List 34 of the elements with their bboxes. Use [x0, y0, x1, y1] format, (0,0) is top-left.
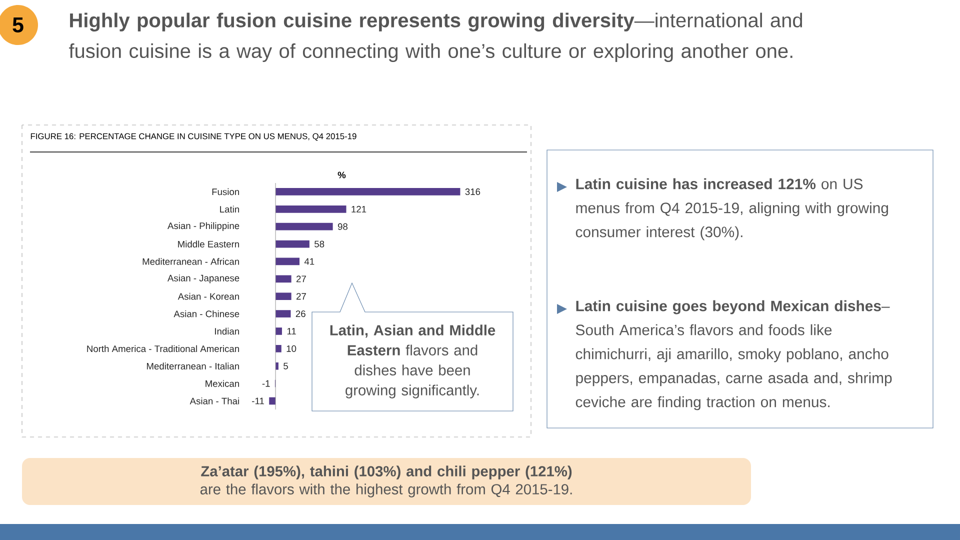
text: FIGURE 16: PERCENTAGE CHANGE IN CUISINE TYPE ON US MENUS, Q4 2015-19 [30, 133, 356, 141]
data-label: 316 [465, 188, 480, 196]
x-axis-title: % [338, 172, 346, 178]
y-tick-label: North America - Traditional American [87, 345, 239, 352]
text: 5 [12, 18, 24, 32]
y-tick-label: Mediterranean - Italian [146, 362, 239, 370]
y-tick-label: Indian [215, 328, 239, 335]
text: Latin cuisine goes beyond Mexican dishes– South America’s flavors and foods like chimichurri, aji amarillo, smoky poblano, ancho peppers, empanadas, carne asada and, shrimp ceviche are finding traction on menus. [576, 300, 892, 410]
y-tick-label: Mexican [206, 380, 239, 387]
data-label: 27 [296, 293, 306, 300]
y-tick-label: Asian - Chinese [174, 310, 240, 318]
data-label: -11 [252, 398, 264, 404]
annotation: Latin, Asian and Middle Eastern flavors and dishes have been growing significantly. [330, 324, 496, 398]
text: Latin cuisine has increased 121% on US menus from Q4 2015-19, aligning with growing consumer interest (30%). [576, 178, 888, 240]
y-tick-label: Asian - Thai [190, 398, 239, 404]
data-label: -1 [262, 380, 270, 387]
y-tick-label: Fusion [212, 188, 239, 196]
data-label: 98 [338, 223, 348, 230]
y-tick-label: Asian - Korean [178, 292, 239, 300]
y-tick-label: Mediterranean - African [142, 258, 239, 265]
data-label: 26 [296, 310, 306, 318]
data-label: 10 [286, 345, 296, 352]
y-tick-label: Asian - Philippine [168, 222, 240, 231]
data-label: 121 [352, 206, 366, 212]
y-tick-label: Asian - Japanese [168, 274, 240, 284]
data-label: 27 [296, 276, 306, 282]
chart-title: Highly popular fusion cuisine represents growing diversity—international and fusion cuisine is a way of connecting with one’s culture or exploring another one. [69, 12, 802, 62]
data-label: 5 [284, 362, 288, 370]
y-tick-label: Middle Eastern [178, 240, 239, 248]
data-label: 41 [304, 258, 314, 265]
text: Za’atar (195%), tahini (103%) and chili pepper (121%) are the flavors with the highest growth from Q4 2015-19. [200, 466, 572, 498]
data-label: 11 [287, 328, 296, 334]
y-tick-label: Latin [220, 206, 239, 213]
data-label: 58 [314, 240, 324, 248]
